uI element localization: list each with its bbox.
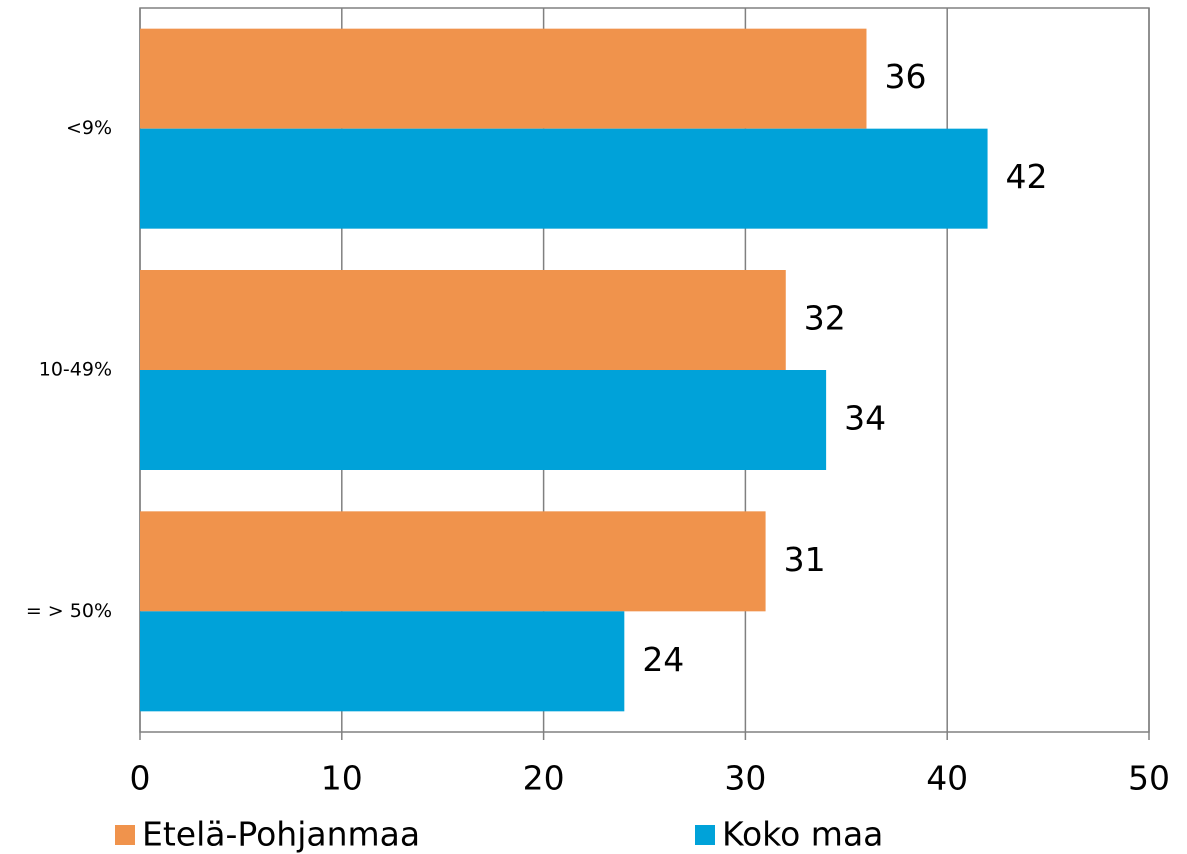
- data-label: 42: [1006, 157, 1048, 196]
- data-label: 31: [784, 540, 826, 579]
- y-tick-label: <9%: [66, 117, 112, 139]
- legend-label: Koko maa: [722, 815, 883, 854]
- x-tick-label: 0: [130, 759, 151, 798]
- data-label: 32: [804, 299, 846, 338]
- bar: [140, 370, 827, 470]
- bar: [140, 28, 867, 129]
- x-tick-label: 40: [926, 759, 968, 798]
- data-label: 24: [642, 640, 684, 679]
- data-label: 34: [844, 399, 886, 438]
- legend-label: Etelä-Pohjanmaa: [142, 815, 420, 854]
- data-label: 36: [884, 57, 926, 96]
- x-tick-label: 50: [1128, 759, 1170, 798]
- y-tick-label: 10-49%: [39, 359, 112, 381]
- bar: [140, 128, 988, 229]
- x-tick-label: 10: [321, 759, 363, 798]
- bar: [140, 270, 786, 370]
- y-tick-label: = > 50%: [26, 600, 112, 622]
- legend-swatch: [115, 825, 135, 845]
- bar: [140, 611, 625, 712]
- x-tick-label: 30: [724, 759, 766, 798]
- bar: [140, 511, 766, 612]
- legend-swatch: [695, 825, 715, 845]
- x-tick-label: 20: [523, 759, 565, 798]
